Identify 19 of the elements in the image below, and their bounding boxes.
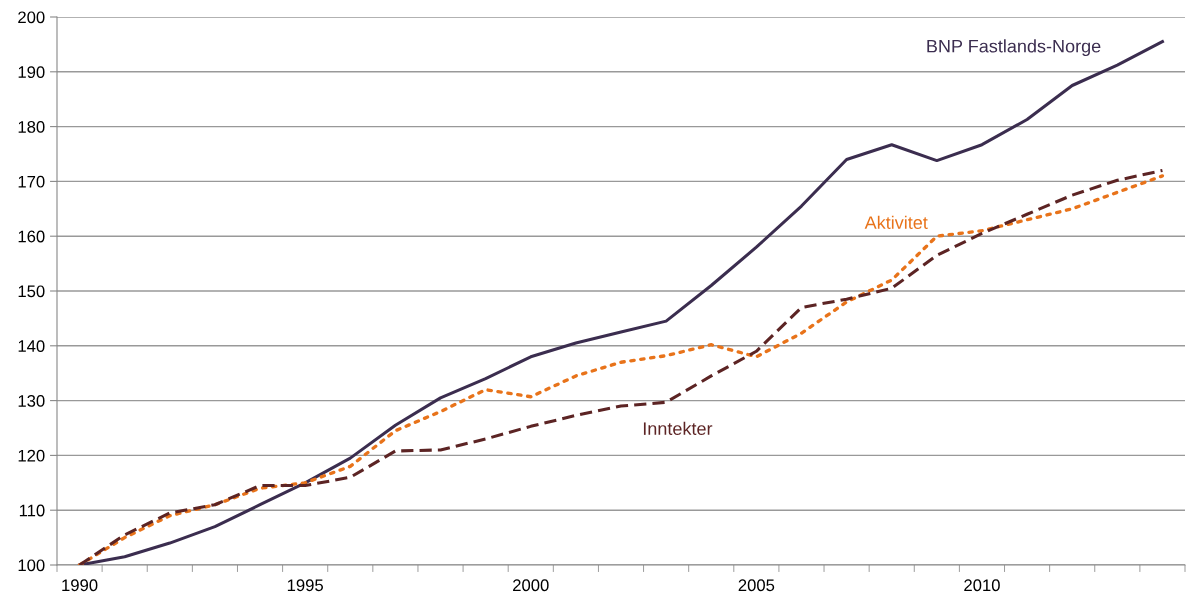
y-tick-label: 100 xyxy=(18,559,45,572)
y-tick-label: 140 xyxy=(18,340,45,352)
x-tick-label: 1990 xyxy=(62,579,98,592)
y-tick-label: 150 xyxy=(18,285,45,298)
x-tick-label: 2000 xyxy=(513,579,549,592)
x-tick-label: 1995 xyxy=(287,579,323,592)
y-tick-label: 170 xyxy=(18,175,45,188)
y-tick-label: 160 xyxy=(18,230,45,243)
x-tick-label: 2010 xyxy=(964,579,1000,592)
series-label: Aktivitet xyxy=(864,215,928,229)
series-label: BNP Fastlands-Norge xyxy=(927,39,1101,57)
y-tick-label: 120 xyxy=(18,449,45,462)
y-tick-label: 130 xyxy=(18,395,45,407)
y-tick-label: 110 xyxy=(19,504,45,517)
y-tick-label: 180 xyxy=(18,121,45,133)
y-tick-label: 200 xyxy=(18,11,45,24)
series-label: Inntekter xyxy=(643,421,713,436)
x-tick-label: 2005 xyxy=(738,579,775,592)
y-tick-label: 190 xyxy=(18,66,45,78)
